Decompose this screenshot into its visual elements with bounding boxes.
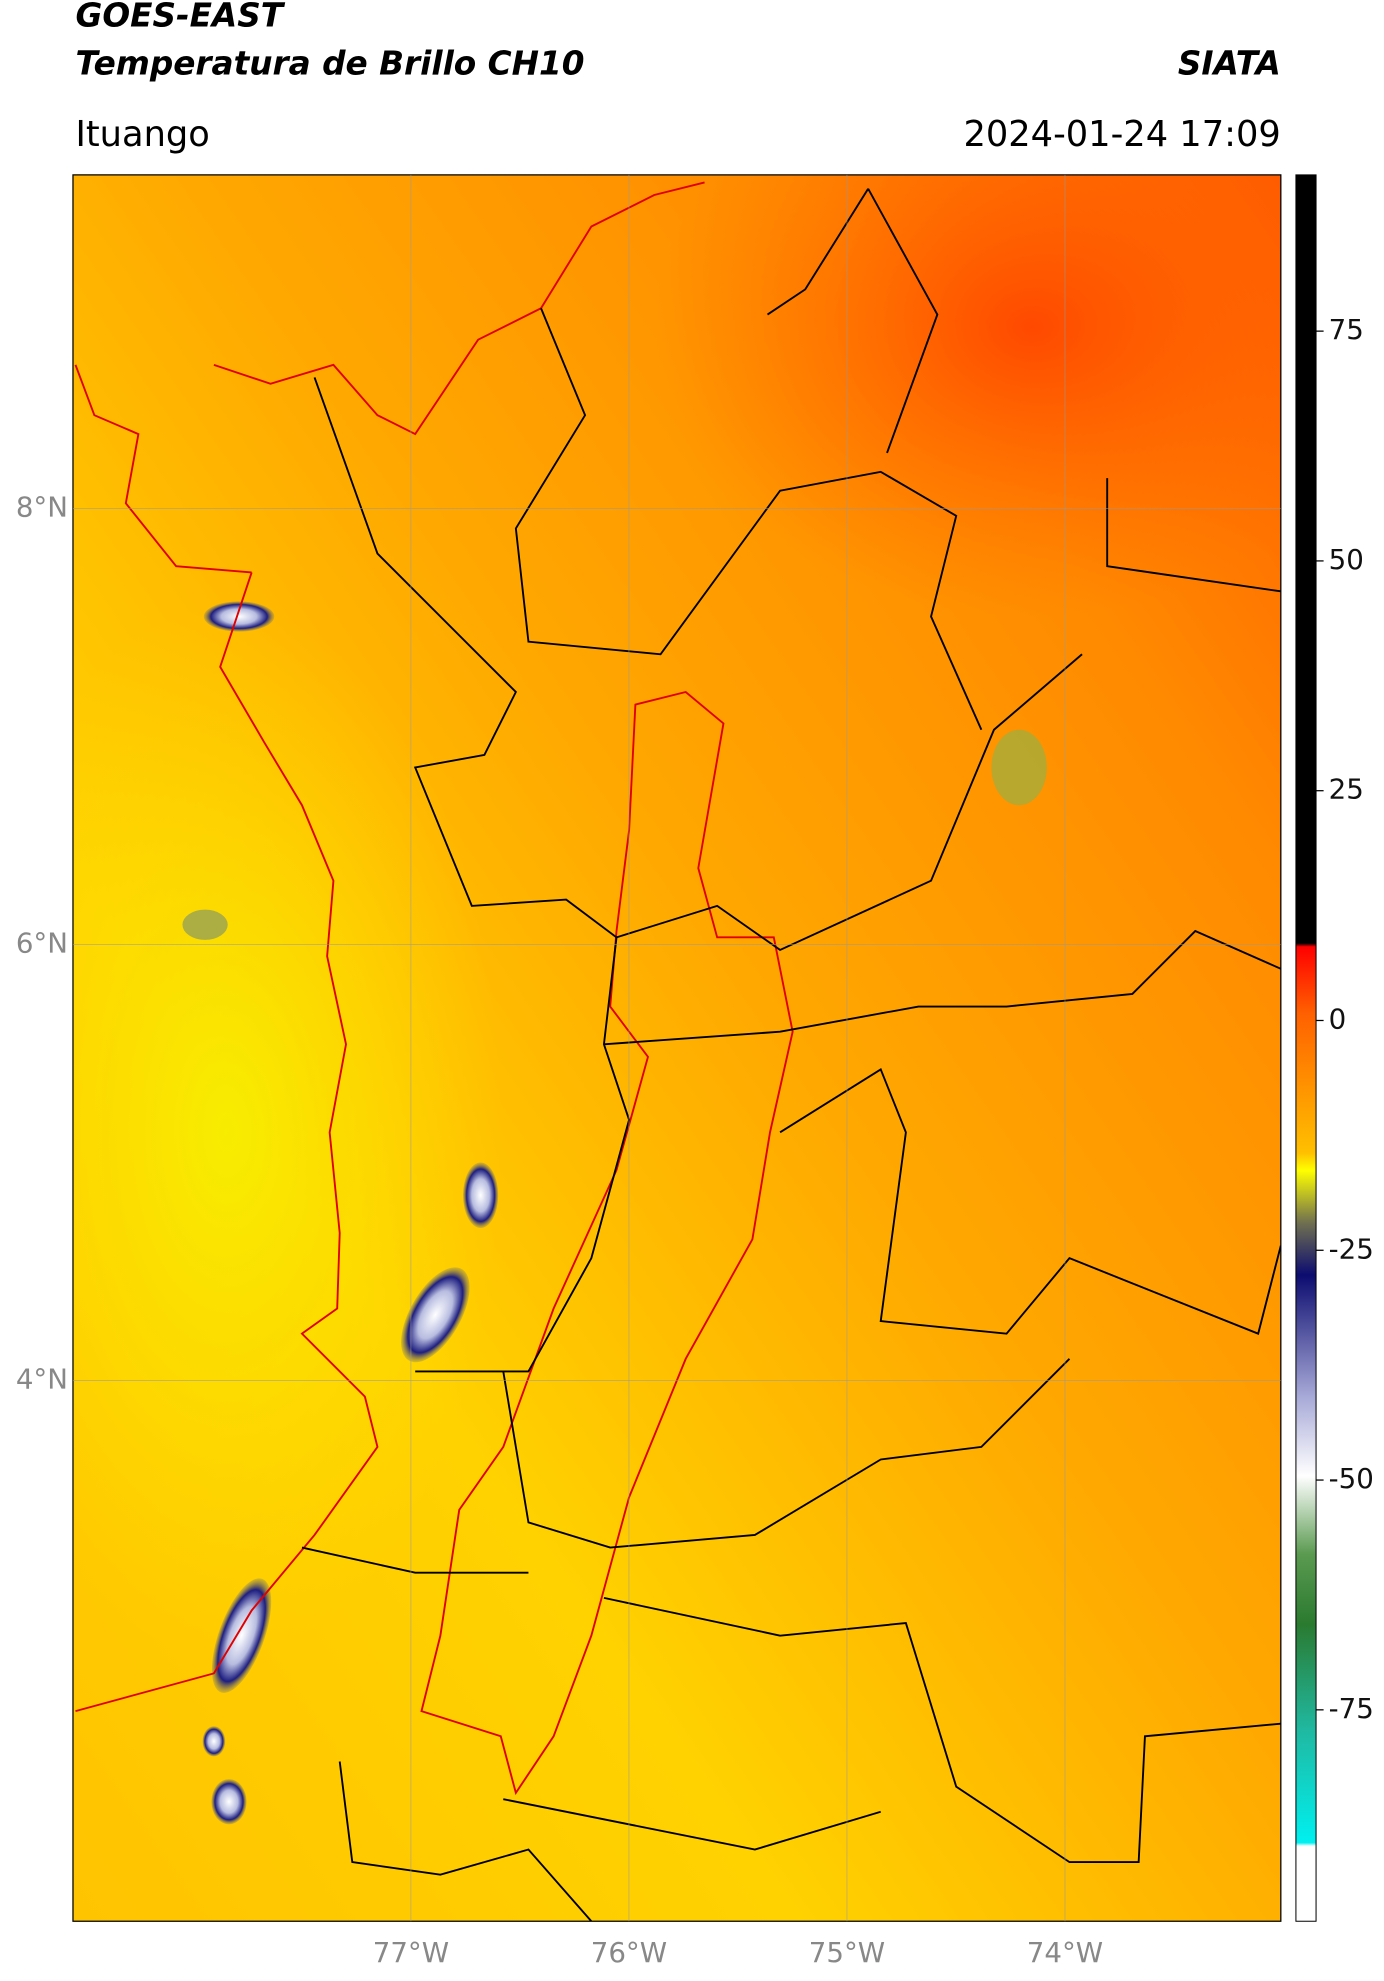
cloud <box>463 1162 499 1228</box>
colorbar-tick-label: 50 <box>1329 543 1364 576</box>
map-image <box>72 174 1281 1922</box>
warm-area <box>654 174 1281 617</box>
map-frame <box>72 174 1282 1922</box>
y-tick-label: 6°N <box>16 927 68 960</box>
coastline <box>74 181 705 1713</box>
x-tick-label: 75°W <box>809 1936 885 1969</box>
source: SIATA <box>1178 44 1281 82</box>
cloud <box>991 729 1047 806</box>
colorbar <box>1295 174 1317 1922</box>
cloud <box>182 909 228 940</box>
cloud <box>401 1267 470 1363</box>
y-tick-label: 4°N <box>16 1363 68 1396</box>
colorbar-tick-label: -25 <box>1329 1232 1374 1265</box>
cloud <box>203 601 275 632</box>
colorbar-tick-label: -50 <box>1329 1462 1374 1495</box>
cool-area <box>72 604 504 1661</box>
colorbar-tick-label: 0 <box>1329 1002 1347 1035</box>
colorbar-tick-label: -75 <box>1329 1692 1374 1725</box>
cloud <box>202 1726 226 1757</box>
y-tick-label: 8°N <box>16 490 68 523</box>
title: GOES-EAST <box>75 0 285 35</box>
subtitle: Temperatura de Brillo CH10 <box>75 44 584 82</box>
cloud <box>211 1779 247 1825</box>
x-tick-label: 77°W <box>373 1936 449 1969</box>
basin-boundary <box>420 690 794 1796</box>
cloud <box>211 1578 272 1693</box>
admin-boundary <box>301 188 1281 1922</box>
location: Ituango <box>75 114 209 155</box>
x-tick-label: 76°W <box>591 1936 667 1969</box>
x-tick-label: 74°W <box>1027 1936 1103 1969</box>
colorbar-tick-label: 75 <box>1329 313 1364 346</box>
colorbar-tick-label: 25 <box>1329 773 1364 806</box>
datetime: 2024-01-24 17:09 <box>963 114 1280 155</box>
